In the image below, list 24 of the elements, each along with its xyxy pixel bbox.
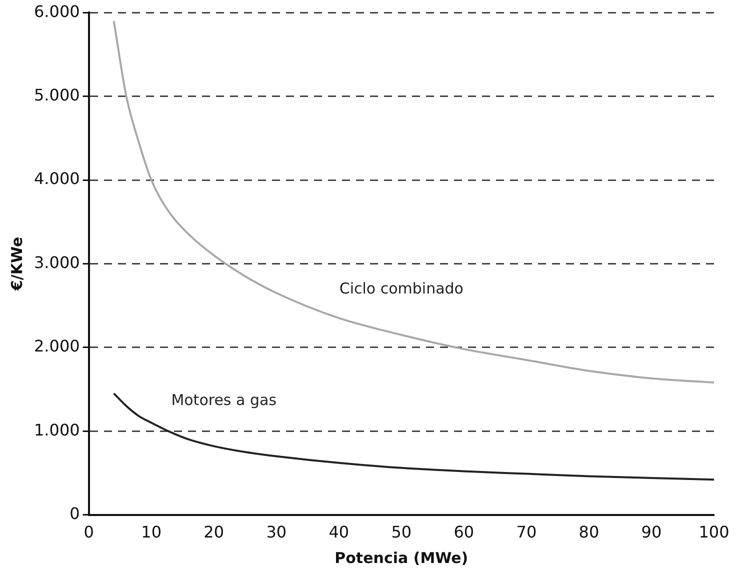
y-tick-label: 3.000 (34, 252, 80, 272)
x-tick-label: 0 (84, 522, 94, 542)
series-label: Motores a gas (171, 391, 277, 410)
x-tick-label: 90 (641, 522, 662, 542)
line-series (112, 392, 714, 481)
x-tick-label: 70 (516, 522, 537, 542)
y-tick-label: 4.000 (34, 169, 80, 188)
y-tick-label: 0 (70, 504, 80, 523)
x-tick-label: 100 (698, 522, 730, 542)
y-tick-label: 5.000 (34, 85, 80, 104)
y-tick-label: 6.000 (34, 2, 80, 21)
x-tick-label: 10 (141, 522, 162, 542)
x-tick-label: 20 (204, 522, 224, 542)
line-series (112, 20, 714, 384)
x-tick-label: 40 (328, 522, 350, 542)
y-tick-label: 2.000 (34, 336, 80, 356)
series-label: Ciclo combinado (339, 280, 464, 298)
x-tick-label: 80 (578, 522, 600, 542)
y-axis-title: €/KWe (8, 236, 26, 292)
x-tick-label: 30 (266, 522, 287, 542)
x-tick-label: 50 (391, 522, 412, 542)
x-axis-title: Potencia (MWe) (334, 548, 468, 567)
x-tick-label: 60 (454, 522, 474, 542)
y-tick-label: 1.000 (34, 420, 80, 440)
